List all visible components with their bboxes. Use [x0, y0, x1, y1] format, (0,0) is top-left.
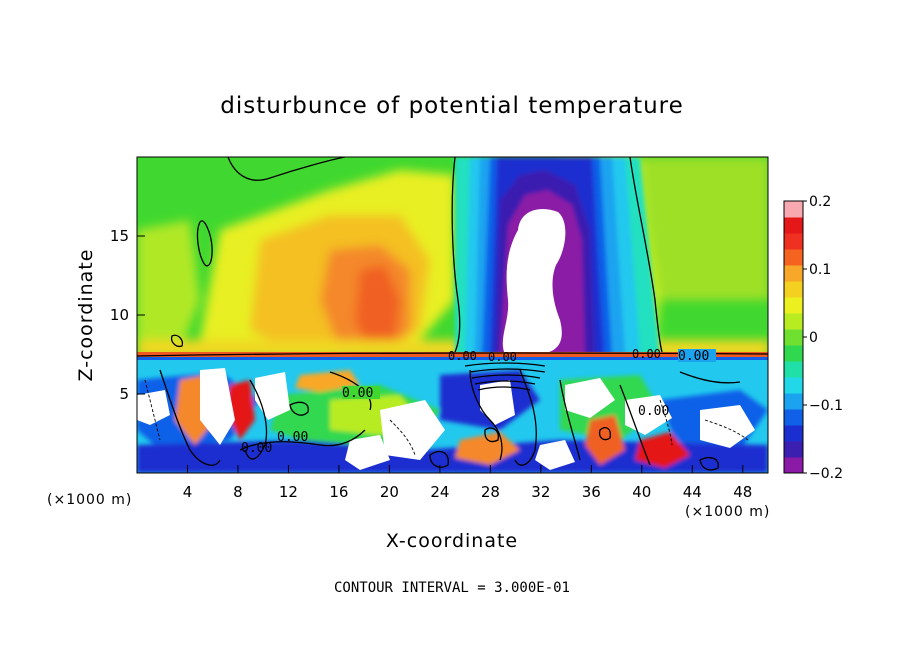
x-tick-label: 44 — [683, 483, 702, 501]
contour-label: 0.00 — [277, 430, 308, 445]
lower-layer — [137, 360, 768, 473]
y-tick-label: 5 — [119, 385, 129, 403]
x-tick-label: 8 — [233, 483, 243, 501]
contour-label: 0.00 — [241, 441, 272, 456]
colorbar-swatch — [784, 249, 803, 266]
colorbar-tick-label: 0 — [809, 330, 818, 346]
colorbar-swatch — [784, 233, 803, 250]
colorbar-swatch — [784, 281, 803, 298]
contour-field: 0.00 0.00 0.00 0.00 0.00 0.00 0.00 0.00 — [137, 157, 768, 473]
x-unit-left: (×1000 m) — [47, 492, 132, 508]
y-axis: 5 10 15 — [110, 227, 145, 403]
colorbar-swatch — [784, 201, 803, 218]
colorbar-swatch — [784, 313, 803, 330]
y-axis-label: Z-coordinate — [75, 249, 97, 382]
x-tick-label: 36 — [582, 483, 601, 501]
colorbar-swatch — [784, 441, 803, 458]
contour-label: 0.00 — [678, 349, 709, 364]
contour-interval-note: CONTOUR INTERVAL = 3.000E-01 — [334, 580, 570, 596]
contour-label: 0.00 — [632, 347, 661, 361]
colorbar-swatch — [784, 345, 803, 362]
colorbar-tick-label: 0.1 — [809, 262, 831, 278]
colorbar-tick-label: −0.1 — [809, 398, 843, 414]
colorbar-swatch — [784, 265, 803, 282]
contour-label-group: 0.00 0.00 0.00 0.00 0.00 0.00 0.00 0.00 — [241, 347, 716, 456]
colorbar-swatch — [784, 361, 803, 378]
x-tick-label: 28 — [481, 483, 500, 501]
y-tick-label: 15 — [110, 227, 129, 245]
colorbar-swatch — [784, 457, 803, 474]
colorbar-tick-label: −0.2 — [809, 466, 843, 482]
x-tick-label: 48 — [733, 483, 752, 501]
dashed-contours — [144, 379, 749, 456]
colorbar-swatch — [784, 217, 803, 234]
x-tick-label: 12 — [279, 483, 298, 501]
colorbar-swatch — [784, 297, 803, 314]
colorbar-swatch — [784, 329, 803, 346]
x-axis-label: X-coordinate — [386, 530, 518, 552]
x-axis: 4 8 12 16 20 24 28 32 36 40 44 48 — [183, 465, 752, 501]
x-tick-label: 40 — [632, 483, 651, 501]
colorbar-ticks: 0.2 0.1 0 −0.1 −0.2 — [803, 194, 843, 482]
x-tick-label: 32 — [531, 483, 550, 501]
colorbar — [784, 201, 803, 474]
plume-core — [502, 209, 566, 354]
contour-label: 0.00 — [342, 386, 373, 401]
tropopause-band — [137, 352, 768, 358]
contour-label: 0.00 — [638, 404, 669, 419]
x-unit-right: (×1000 m) — [685, 504, 770, 520]
colorbar-swatch — [784, 425, 803, 442]
x-tick-label: 16 — [329, 483, 348, 501]
colorbar-swatch — [784, 409, 803, 426]
contour-label: 0.00 — [488, 350, 517, 364]
colorbar-swatch — [784, 393, 803, 410]
y-tick-label: 10 — [110, 306, 129, 324]
contour-label: 0.00 — [448, 349, 477, 363]
chart-title: disturbunce of potential temperature — [220, 93, 684, 119]
x-tick-label: 20 — [380, 483, 399, 501]
colorbar-swatch — [784, 377, 803, 394]
colorbar-tick-label: 0.2 — [809, 194, 831, 210]
x-tick-label: 24 — [430, 483, 449, 501]
x-tick-label: 4 — [183, 483, 193, 501]
